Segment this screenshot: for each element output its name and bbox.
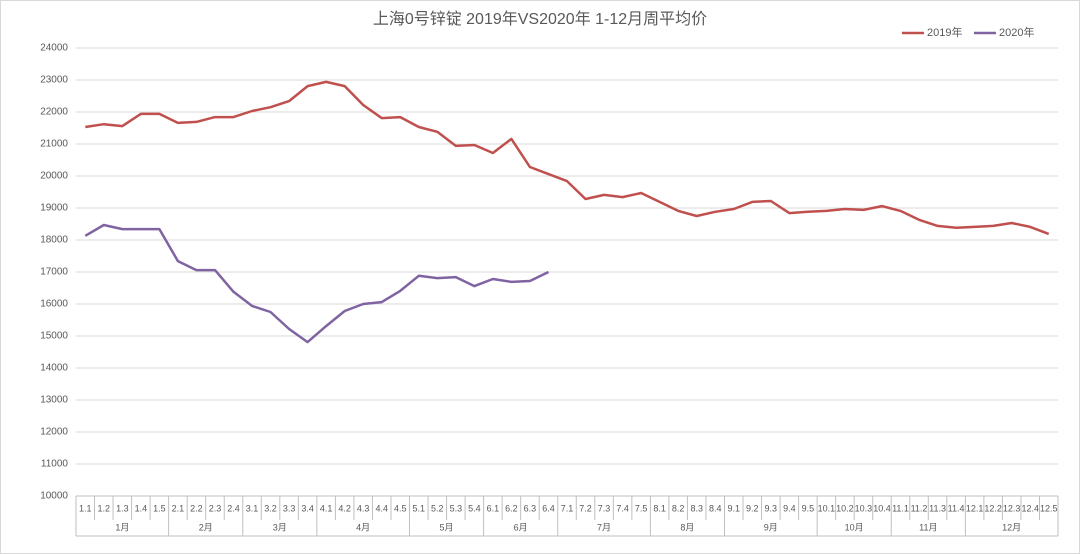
x-tick-label: 9.5 [802,503,815,513]
y-tick-label: 14000 [40,363,68,374]
x-tick-label: 12.2 [984,503,1002,513]
group-label: 6月 [514,522,528,532]
x-tick-label: 10.1 [818,503,836,513]
x-tick-label: 10.2 [836,503,854,513]
y-tick-label: 10000 [40,491,68,502]
x-tick-label: 6.2 [505,503,518,513]
legend-label: 2019年 [927,25,962,39]
x-tick-label: 1.3 [116,503,129,513]
x-tick-label: 3.4 [301,503,314,513]
group-label: 4月 [356,522,370,532]
x-tick-label: 4.3 [357,503,370,513]
x-tick-label: 3.3 [283,503,296,513]
x-tick-label: 9.3 [765,503,778,513]
y-tick-label: 24000 [40,43,68,54]
y-tick-label: 22000 [40,107,68,118]
x-tick-label: 2.2 [190,503,203,513]
x-tick-label: 1.1 [79,503,92,513]
group-label: 7月 [597,522,611,532]
x-tick-label: 4.5 [394,503,407,513]
x-tick-label: 12.5 [1040,503,1058,513]
series-line [84,223,550,344]
x-tick-label: 10.4 [873,503,891,513]
x-tick-label: 8.2 [672,503,685,513]
x-tick-label: 11.2 [911,503,928,513]
x-tick-label: 6.4 [542,503,555,513]
x-tick-label: 1.4 [135,503,148,513]
x-tick-label: 8.1 [653,503,666,513]
y-tick-label: 17000 [40,267,68,278]
x-tick-label: 10.3 [855,503,873,513]
x-tick-label: 1.2 [98,503,111,513]
x-tick-label: 7.4 [616,503,629,513]
group-label: 9月 [764,522,778,532]
x-tick-label: 8.4 [709,503,722,513]
group-label: 12月 [1002,522,1021,532]
y-tick-label: 11000 [41,459,69,470]
x-tick-label: 7.1 [561,503,574,513]
x-tick-label: 5.3 [450,503,463,513]
x-tick-label: 5.1 [413,503,426,513]
x-tick-label: 11.4 [948,503,965,513]
group-label: 8月 [680,522,694,532]
x-tick-label: 8.3 [690,503,703,513]
x-tick-label: 7.2 [579,503,592,513]
x-tick-label: 11.3 [929,503,946,513]
x-tick-label: 4.2 [338,503,351,513]
x-tick-label: 5.2 [431,503,444,513]
y-tick-label: 21000 [40,139,68,150]
x-tick-label: 2.3 [209,503,222,513]
y-tick-label: 12000 [40,427,68,438]
legend-label: 2020年 [999,25,1034,39]
x-tick-label: 9.1 [727,503,740,513]
x-tick-label: 7.3 [598,503,611,513]
x-tick-label: 4.1 [320,503,333,513]
group-label: 10月 [845,522,864,532]
x-tick-label: 9.4 [783,503,796,513]
series-line [85,80,1050,236]
y-tick-label: 18000 [40,235,68,246]
y-tick-label: 13000 [40,395,68,406]
x-tick-label: 4.4 [375,503,388,513]
x-tick-label: 12.1 [966,503,984,513]
x-tick-label: 2.4 [227,503,240,513]
x-tick-label: 3.1 [246,503,259,513]
group-label: 3月 [273,522,287,532]
group-label: 5月 [440,522,454,532]
x-tick-label: 12.3 [1003,503,1021,513]
x-tick-label: 7.5 [635,503,648,513]
x-tick-label: 6.1 [487,503,500,513]
y-tick-label: 15000 [40,331,68,342]
y-tick-label: 19000 [40,203,68,214]
x-tick-label: 5.4 [468,503,481,513]
group-label: 2月 [199,522,213,532]
x-tick-label: 9.2 [746,503,759,513]
x-tick-label: 1.5 [153,503,166,513]
group-label: 1月 [115,522,129,532]
x-tick-label: 3.2 [264,503,277,513]
x-tick-label: 6.3 [524,503,537,513]
y-tick-label: 23000 [40,75,68,86]
x-tick-label: 2.1 [172,503,185,513]
group-label: 11月 [919,522,937,532]
x-tick-label: 11.1 [892,503,909,513]
y-tick-label: 16000 [40,299,68,310]
x-tick-label: 12.4 [1021,503,1039,513]
y-tick-label: 20000 [40,171,68,182]
chart-title: 上海0号锌锭 2019年VS2020年 1-12月周平均价 [373,10,707,28]
